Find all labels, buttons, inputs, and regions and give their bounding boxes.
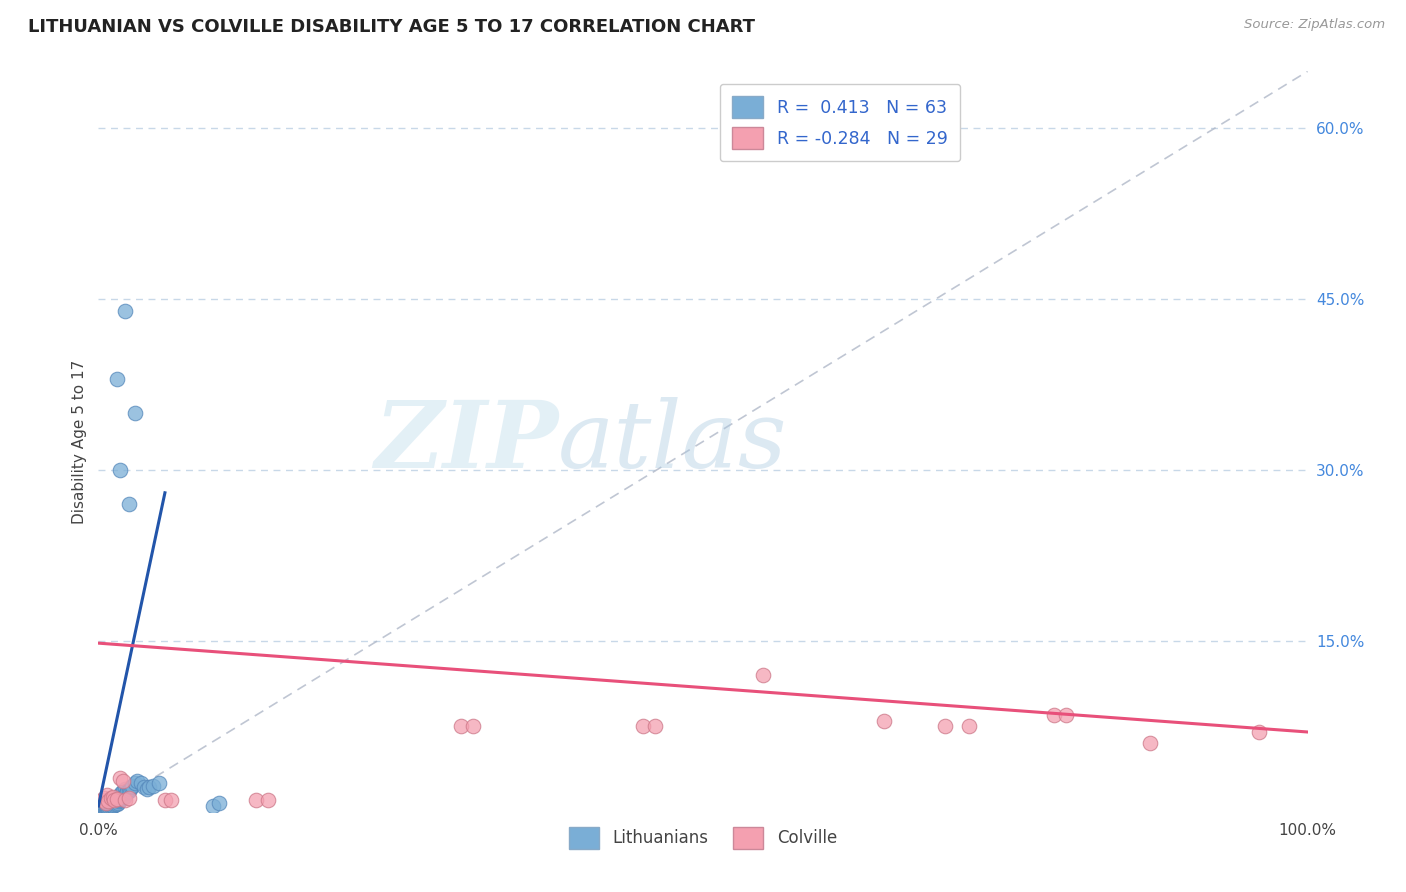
Point: [1249, 725, 1271, 739]
Point: [108, 793, 131, 807]
Point: [108, 463, 131, 477]
Point: [97, 795, 120, 809]
Point: [105, 792, 128, 806]
Point: [631, 719, 654, 733]
Point: [111, 774, 134, 789]
Point: [103, 797, 125, 812]
Point: [118, 781, 141, 796]
Point: [114, 303, 136, 318]
Point: [111, 791, 134, 805]
Point: [93, 800, 115, 814]
Point: [873, 714, 896, 728]
Point: [114, 781, 136, 796]
Point: [93, 797, 115, 812]
Point: [93, 802, 115, 816]
Y-axis label: Disability Age 5 to 17: Disability Age 5 to 17: [72, 359, 87, 524]
Point: [450, 719, 472, 733]
Point: [644, 719, 666, 733]
Point: [100, 791, 122, 805]
Point: [110, 792, 132, 806]
Point: [118, 784, 141, 798]
Point: [94, 802, 117, 816]
Point: [124, 776, 146, 790]
Point: [105, 372, 128, 386]
Point: [98, 797, 121, 811]
Point: [94, 800, 117, 814]
Text: ZIP: ZIP: [374, 397, 558, 486]
Point: [101, 795, 124, 809]
Point: [153, 793, 176, 807]
Point: [202, 799, 225, 814]
Point: [112, 789, 135, 804]
Point: [121, 779, 143, 793]
Point: [245, 793, 267, 807]
Point: [118, 497, 141, 511]
Point: [138, 780, 160, 794]
Point: [100, 797, 122, 812]
Point: [148, 776, 170, 790]
Point: [142, 779, 165, 793]
Point: [93, 791, 115, 805]
Point: [105, 791, 128, 805]
Text: atlas: atlas: [558, 397, 787, 486]
Point: [105, 797, 128, 811]
Point: [96, 801, 118, 815]
Point: [111, 784, 134, 798]
Point: [124, 406, 146, 420]
Point: [107, 789, 129, 804]
Point: [98, 800, 121, 814]
Point: [108, 789, 131, 803]
Point: [127, 774, 149, 789]
Point: [114, 789, 136, 803]
Point: [91, 801, 114, 815]
Point: [129, 776, 152, 790]
Point: [108, 795, 131, 809]
Point: [100, 800, 122, 814]
Text: Source: ZipAtlas.com: Source: ZipAtlas.com: [1244, 18, 1385, 31]
Point: [91, 802, 114, 816]
Point: [94, 796, 117, 810]
Point: [108, 788, 131, 802]
Point: [752, 668, 775, 682]
Point: [120, 780, 142, 794]
Point: [100, 796, 122, 810]
Point: [101, 789, 124, 804]
Point: [463, 719, 485, 733]
Point: [97, 801, 120, 815]
Text: LITHUANIAN VS COLVILLE DISABILITY AGE 5 TO 17 CORRELATION CHART: LITHUANIAN VS COLVILLE DISABILITY AGE 5 …: [28, 18, 755, 36]
Point: [96, 788, 118, 802]
Point: [118, 791, 141, 805]
Point: [103, 793, 125, 807]
Point: [1139, 736, 1161, 750]
Point: [100, 799, 122, 814]
Point: [110, 787, 132, 801]
Point: [117, 785, 139, 799]
Point: [94, 797, 117, 811]
Point: [96, 799, 118, 814]
Point: [107, 796, 129, 810]
Point: [208, 796, 231, 810]
Point: [934, 719, 956, 733]
Point: [1054, 707, 1077, 722]
Point: [1042, 707, 1064, 722]
Point: [108, 771, 131, 785]
Point: [135, 781, 157, 796]
Point: [97, 797, 120, 812]
Point: [104, 797, 127, 811]
Point: [101, 799, 124, 814]
Point: [160, 793, 183, 807]
Point: [91, 799, 114, 814]
Point: [114, 793, 136, 807]
Point: [103, 793, 125, 807]
Legend: Lithuanians, Colville: Lithuanians, Colville: [562, 821, 844, 855]
Point: [91, 793, 114, 807]
Point: [100, 793, 122, 807]
Point: [256, 793, 278, 807]
Point: [104, 792, 127, 806]
Point: [96, 796, 118, 810]
Point: [97, 795, 120, 809]
Point: [134, 780, 156, 794]
Point: [957, 719, 980, 733]
Point: [115, 787, 138, 801]
